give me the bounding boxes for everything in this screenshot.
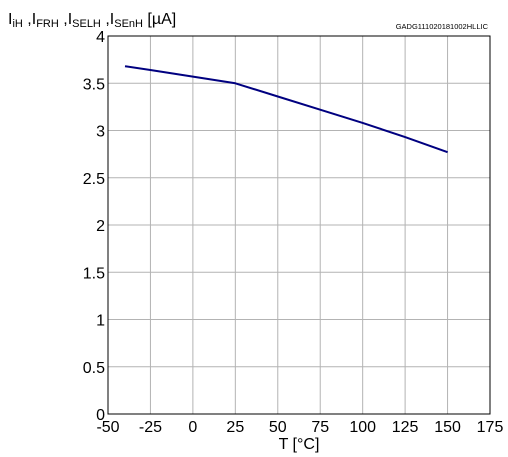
- series-line: [124, 65, 448, 154]
- y-tick-label: 4: [96, 29, 105, 46]
- y-tick-label: 1: [96, 313, 105, 330]
- x-tick-label: 125: [392, 419, 419, 436]
- y-axis-label-subscript: SELH: [72, 18, 101, 30]
- y-tick-label: 3.5: [83, 76, 105, 93]
- y-tick-label: 0: [96, 407, 105, 424]
- y-tick-label: 2.5: [83, 171, 105, 188]
- y-axis-label-subscript: iH: [12, 18, 22, 30]
- y-tick-label: 2: [96, 218, 105, 235]
- x-tick-label: 0: [188, 419, 197, 436]
- y-tick-label: 3: [96, 124, 105, 141]
- y-axis-label-separator: [µA]: [143, 11, 176, 28]
- y-axis-label-symbol: I: [32, 11, 36, 28]
- x-tick-label: -50: [96, 419, 119, 436]
- y-tick-label: 0.5: [83, 360, 105, 377]
- y-axis-label-symbol: I: [110, 11, 114, 28]
- x-axis-label: T [°C]: [279, 436, 320, 453]
- x-tick-label: 25: [226, 419, 244, 436]
- x-tick-label: 150: [434, 419, 461, 436]
- y-axis-label-subscript: FRH: [36, 18, 59, 30]
- x-tick-label: 50: [269, 419, 287, 436]
- x-tick-label: -25: [139, 419, 162, 436]
- y-axis-label-separator: ,: [101, 11, 110, 28]
- figure-code: GADG111020181002HLLIC: [396, 22, 489, 31]
- y-axis-label: IiH ,IFRH ,ISELH ,ISEnH [µA]: [8, 11, 176, 30]
- y-axis-label-symbol: I: [8, 11, 12, 28]
- y-axis-label-subscript: SEnH: [114, 18, 143, 30]
- y-axis-label-separator: ,: [59, 11, 68, 28]
- plot-frame: [107, 35, 491, 415]
- x-tick-label: 100: [349, 419, 376, 436]
- y-axis-label-separator: ,: [23, 11, 32, 28]
- y-tick-label: 1.5: [83, 265, 105, 282]
- x-tick-label: 75: [311, 419, 329, 436]
- y-axis-label-symbol: I: [68, 11, 72, 28]
- x-tick-label: 175: [477, 419, 504, 436]
